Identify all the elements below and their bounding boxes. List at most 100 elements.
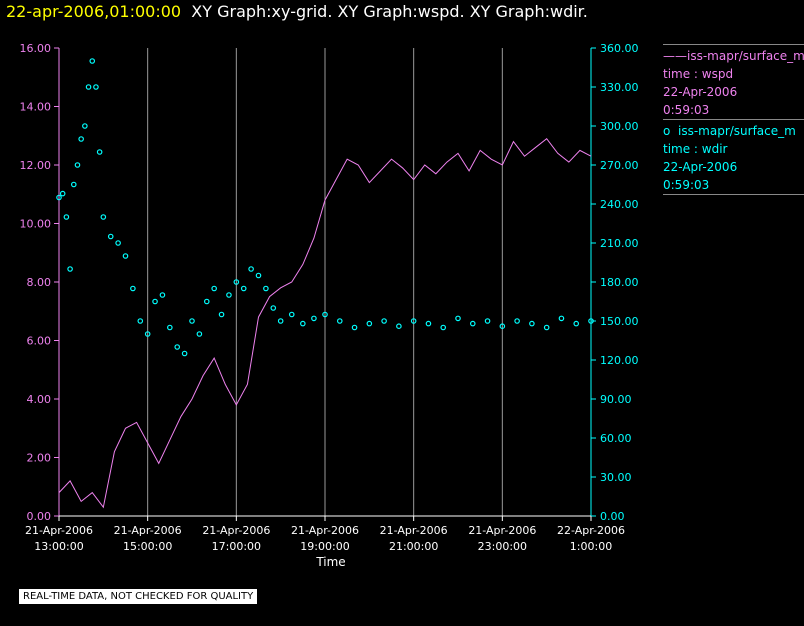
data-point <box>396 323 402 330</box>
x-tick-time: 13:00:00 <box>34 540 83 553</box>
data-point <box>59 190 66 197</box>
x-tick-time: 1:00:00 <box>570 540 612 553</box>
right-tick-label: 60.00 <box>600 432 632 445</box>
data-point <box>263 285 269 292</box>
data-point <box>181 350 188 357</box>
data-point <box>240 285 247 292</box>
data-point <box>67 266 73 272</box>
legend-date: 22-Apr-2006 <box>663 85 738 99</box>
data-point <box>174 344 181 350</box>
series-layer <box>56 58 594 509</box>
x-tick-time: 17:00:00 <box>212 540 261 553</box>
data-point <box>107 233 114 240</box>
left-tick-label: 10.00 <box>20 218 52 231</box>
right-tick-label: 270.00 <box>600 159 639 172</box>
data-point <box>336 318 343 324</box>
x-tick-time: 19:00:00 <box>300 540 349 553</box>
left-tick-label: 6.00 <box>27 335 52 348</box>
legend-series-name: iss-mapr/surface_m <box>687 49 804 63</box>
x-tick-date: 21-Apr-2006 <box>25 524 93 537</box>
data-point <box>115 240 121 246</box>
legend-time: 0:59:03 <box>663 178 710 192</box>
series-line-wspd <box>58 137 592 509</box>
right-tick-label: 30.00 <box>600 471 632 484</box>
left-tick-label: 16.00 <box>20 42 52 55</box>
data-point <box>514 318 520 324</box>
right-tick-label: 240.00 <box>600 198 639 211</box>
right-y-axis: 0.00 30.00 60.00 90.00 120.00 150.00 180.00 210… <box>590 42 639 523</box>
data-point <box>410 318 417 324</box>
data-point <box>255 272 262 279</box>
x-tick-date: 21-Apr-2006 <box>468 524 536 537</box>
right-tick-label: 90.00 <box>600 393 632 406</box>
data-point <box>543 324 550 331</box>
right-tick-label: 180.00 <box>600 276 639 289</box>
left-tick-label: 2.00 <box>27 452 52 465</box>
data-point <box>203 298 210 305</box>
x-tick-date: 21-Apr-2006 <box>291 524 359 537</box>
left-tick-label: 12.00 <box>20 159 52 172</box>
x-tick-date: 21-Apr-2006 <box>114 524 182 537</box>
data-point <box>100 214 107 220</box>
data-point <box>85 84 92 90</box>
x-axis: 21-Apr-2006 13:00:00 21-Apr-2006 15:00:00 21… <box>25 515 625 553</box>
data-point <box>96 149 103 155</box>
data-point <box>288 311 295 318</box>
data-point <box>226 292 232 298</box>
data-point <box>93 84 99 90</box>
series-points-wdir <box>56 58 594 357</box>
x-tick-date: 22-Apr-2006 <box>557 524 625 537</box>
header-date: 22-apr-2006,01:00:00 <box>6 2 182 21</box>
left-y-axis: 0.00 2.00 4.00 6.00 8.00 10.00 12.00 14.00 16.00 <box>20 42 60 523</box>
x-tick-time: 23:00:00 <box>478 540 527 553</box>
data-point <box>56 194 62 201</box>
chart-header: 22-apr-2006,01:00:00 XY Graph:xy-grid. X… <box>6 2 588 21</box>
data-point <box>218 311 225 318</box>
left-tick-label: 8.00 <box>27 276 52 289</box>
data-point <box>366 320 373 327</box>
right-tick-label: 330.00 <box>600 81 639 94</box>
data-point <box>152 298 158 305</box>
data-point <box>89 58 96 64</box>
left-tick-label: 14.00 <box>20 101 52 114</box>
legend-point-marker: o <box>663 124 671 138</box>
data-point <box>137 318 144 324</box>
data-point <box>63 214 70 220</box>
quality-disclaimer: REAL-TIME DATA, NOT CHECKED FOR QUALITY <box>19 589 258 604</box>
data-point <box>233 279 240 285</box>
data-point <box>82 123 88 129</box>
legend-time: 0:59:03 <box>663 103 710 117</box>
data-point <box>167 324 173 331</box>
data-point <box>311 315 317 322</box>
legend-variable: time : wspd <box>663 67 734 81</box>
left-tick-label: 4.00 <box>27 393 52 406</box>
data-point <box>455 315 461 322</box>
right-tick-label: 300.00 <box>600 120 639 133</box>
left-tick-label: 0.00 <box>27 510 52 523</box>
x-tick-time: 21:00:00 <box>389 540 438 553</box>
legend-series-name: iss-mapr/surface_m <box>677 124 796 138</box>
data-point <box>558 315 565 322</box>
data-point <box>573 320 580 327</box>
data-point <box>277 318 284 324</box>
right-tick-label: 210.00 <box>600 237 639 250</box>
data-point <box>322 311 328 318</box>
x-tick-time: 15:00:00 <box>123 540 172 553</box>
legend-line-marker: —— <box>663 49 687 63</box>
legend-variable: time : wdir <box>663 142 728 156</box>
legend-entry-wdir: o iss-mapr/surface_m time : wdir 22-Apr-… <box>663 119 804 194</box>
data-point <box>74 162 81 168</box>
x-tick-date: 21-Apr-2006 <box>202 524 270 537</box>
data-point <box>440 324 447 331</box>
data-point <box>248 266 254 272</box>
data-point <box>351 324 358 331</box>
right-tick-label: 120.00 <box>600 354 639 367</box>
data-point <box>270 305 277 311</box>
right-tick-label: 150.00 <box>600 315 639 328</box>
data-point <box>159 292 166 298</box>
data-point <box>70 181 77 188</box>
grid-lines <box>147 48 592 516</box>
data-point <box>469 320 476 327</box>
x-tick-date: 21-Apr-2006 <box>380 524 448 537</box>
